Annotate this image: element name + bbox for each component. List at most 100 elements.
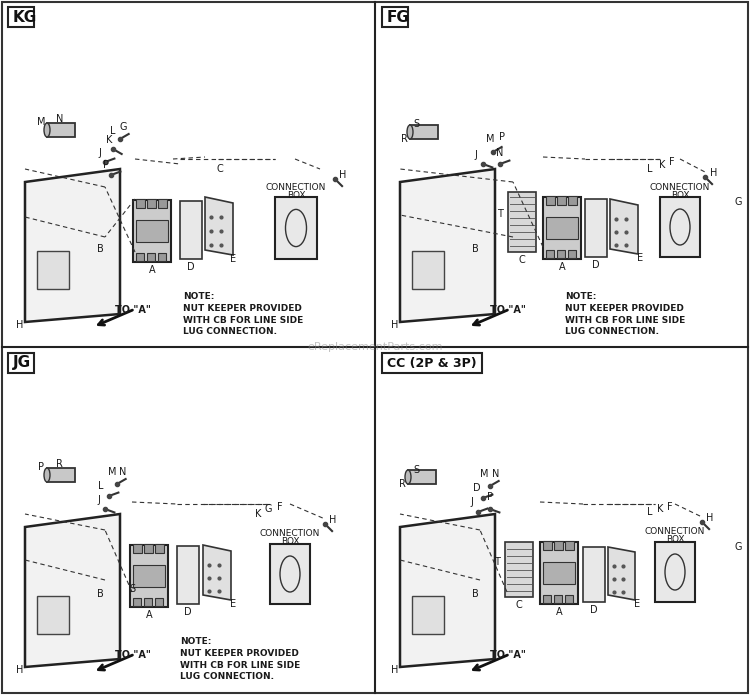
Bar: [412, 596, 444, 634]
Text: TO "A": TO "A": [115, 650, 151, 660]
Text: L: L: [110, 126, 116, 136]
Text: G: G: [119, 122, 127, 132]
Bar: [136, 253, 144, 261]
Text: H: H: [710, 168, 718, 178]
Text: K: K: [255, 509, 261, 519]
Bar: [585, 199, 607, 257]
Text: S: S: [413, 465, 419, 475]
Text: K: K: [657, 504, 663, 514]
Polygon shape: [203, 545, 231, 600]
Bar: [408, 470, 436, 484]
Text: BOX: BOX: [666, 536, 684, 544]
Text: D: D: [473, 483, 481, 493]
Bar: [158, 253, 166, 261]
Text: B: B: [472, 244, 478, 254]
Text: G: G: [734, 542, 742, 552]
Bar: [546, 250, 554, 258]
Bar: [412, 251, 444, 289]
Text: B: B: [472, 589, 478, 599]
Text: R: R: [400, 134, 407, 144]
Bar: [136, 220, 168, 242]
Polygon shape: [400, 514, 495, 667]
Text: TO "A": TO "A": [490, 305, 526, 315]
Text: P: P: [487, 492, 493, 502]
Text: NOTE:
NUT KEEPER PROVIDED
WITH CB FOR LINE SIDE
LUG CONNECTION.: NOTE: NUT KEEPER PROVIDED WITH CB FOR LI…: [183, 292, 303, 336]
Bar: [37, 251, 69, 289]
Bar: [144, 598, 152, 606]
Text: H: H: [339, 170, 346, 180]
Text: CC (2P & 3P): CC (2P & 3P): [387, 357, 477, 370]
Bar: [508, 192, 536, 252]
Bar: [505, 542, 533, 597]
Bar: [158, 199, 167, 208]
Bar: [133, 544, 142, 553]
Text: R: R: [56, 459, 62, 469]
Bar: [557, 196, 566, 205]
Bar: [554, 595, 562, 603]
Text: S: S: [129, 584, 135, 594]
Polygon shape: [608, 547, 635, 600]
Text: J: J: [98, 495, 100, 505]
Bar: [540, 542, 578, 604]
Text: N: N: [119, 467, 127, 477]
Text: L: L: [98, 481, 104, 491]
Text: NOTE:
NUT KEEPER PROVIDED
WITH CB FOR LINE SIDE
LUG CONNECTION.: NOTE: NUT KEEPER PROVIDED WITH CB FOR LI…: [565, 292, 686, 336]
Bar: [47, 123, 75, 137]
Text: H: H: [329, 515, 337, 525]
Bar: [583, 547, 605, 602]
Text: D: D: [592, 260, 600, 270]
Text: A: A: [559, 262, 566, 272]
Bar: [133, 200, 171, 262]
Text: H: H: [16, 665, 24, 675]
Text: BOX: BOX: [280, 537, 299, 546]
Bar: [568, 196, 577, 205]
Bar: [565, 595, 573, 603]
Bar: [133, 565, 165, 587]
Text: eReplacementParts.com: eReplacementParts.com: [308, 342, 442, 352]
Polygon shape: [25, 514, 120, 667]
Ellipse shape: [44, 123, 50, 137]
Bar: [565, 541, 574, 550]
Text: S: S: [413, 119, 419, 129]
Ellipse shape: [407, 125, 413, 139]
Ellipse shape: [405, 470, 411, 484]
Text: A: A: [556, 607, 562, 617]
Bar: [147, 253, 155, 261]
Bar: [410, 125, 438, 139]
Text: CONNECTION: CONNECTION: [645, 528, 705, 537]
Text: R: R: [398, 479, 406, 489]
Text: C: C: [217, 164, 223, 174]
Text: E: E: [637, 253, 643, 263]
Bar: [147, 199, 156, 208]
Bar: [660, 197, 700, 257]
Text: CONNECTION: CONNECTION: [266, 183, 326, 192]
Bar: [180, 201, 202, 259]
Text: M: M: [486, 134, 494, 144]
Bar: [557, 250, 565, 258]
Text: L: L: [647, 164, 652, 174]
Bar: [275, 197, 317, 259]
Bar: [8, 353, 34, 373]
Text: H: H: [16, 320, 24, 330]
Bar: [270, 544, 310, 604]
Text: D: D: [184, 607, 192, 617]
Bar: [655, 542, 695, 602]
Text: JG: JG: [13, 356, 31, 370]
Bar: [382, 7, 408, 27]
Text: FG: FG: [387, 10, 410, 24]
Polygon shape: [25, 169, 120, 322]
Bar: [568, 250, 576, 258]
Bar: [136, 199, 145, 208]
Text: P: P: [38, 462, 44, 472]
Bar: [554, 541, 563, 550]
Text: BOX: BOX: [286, 190, 305, 199]
Polygon shape: [205, 197, 233, 255]
Text: G: G: [264, 504, 272, 514]
Text: N: N: [492, 469, 500, 479]
Text: G: G: [734, 197, 742, 207]
Text: P: P: [499, 132, 505, 142]
Text: NOTE:
NUT KEEPER PROVIDED
WITH CB FOR LINE SIDE
LUG CONNECTION.: NOTE: NUT KEEPER PROVIDED WITH CB FOR LI…: [180, 637, 300, 681]
Text: CONNECTION: CONNECTION: [650, 183, 710, 192]
Text: D: D: [590, 605, 598, 615]
Ellipse shape: [44, 468, 50, 482]
